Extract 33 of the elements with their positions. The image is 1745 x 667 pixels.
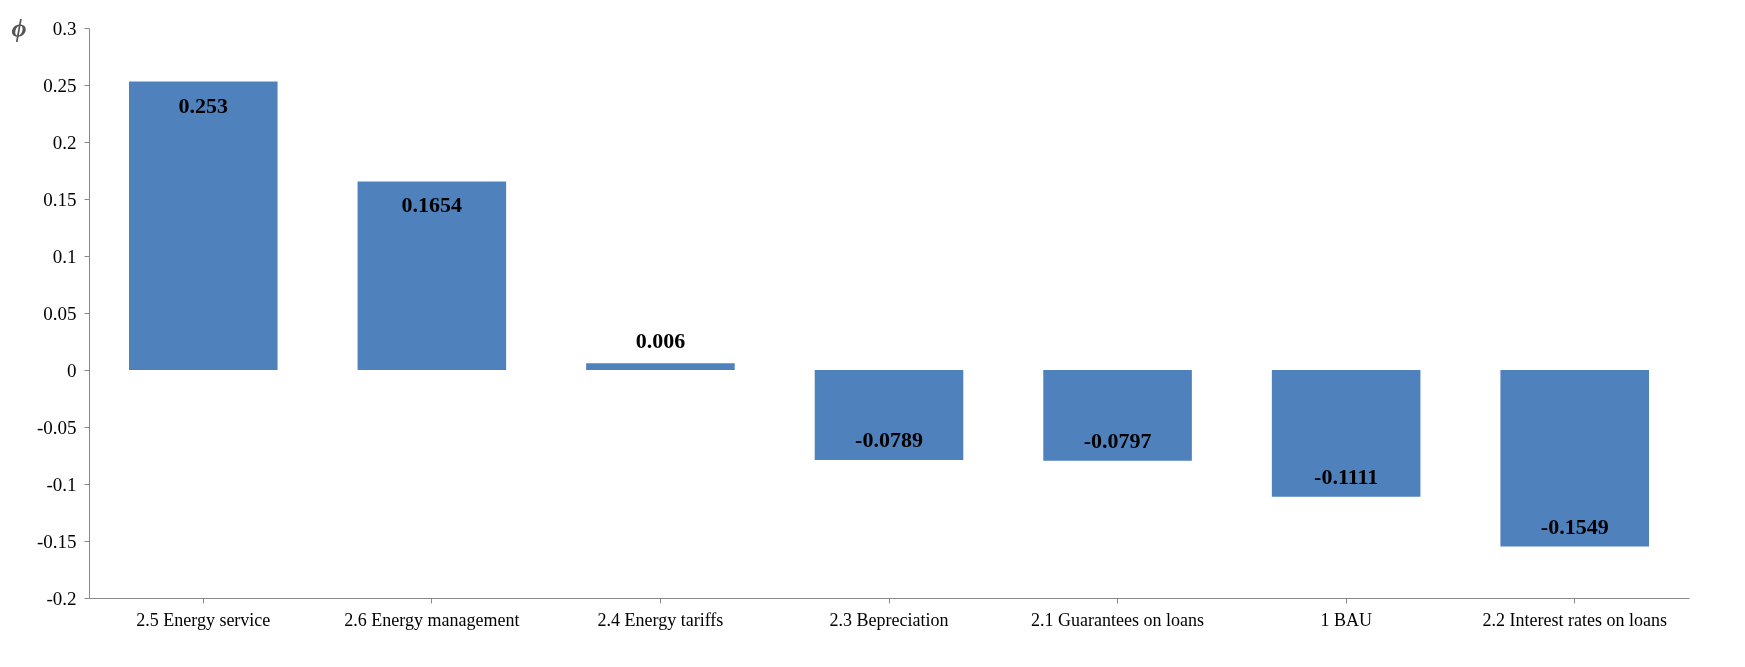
y-tick-label: 0.2 xyxy=(52,131,77,153)
data-label: 0.1654 xyxy=(401,192,463,218)
y-tick-label: -0.1 xyxy=(46,473,77,495)
x-tick-label: 2.4 Energy tariffs xyxy=(597,609,724,630)
data-label: -0.0789 xyxy=(855,426,923,452)
data-label: 0.006 xyxy=(635,328,686,354)
y-tick-label: 0.25 xyxy=(43,74,77,96)
x-tick-label: 1 BAU xyxy=(1320,609,1372,630)
bar xyxy=(586,363,735,370)
x-tick-label: 2.2 Interest rates on loans xyxy=(1482,609,1667,630)
y-tick-label: 0.1 xyxy=(52,245,77,267)
bar xyxy=(357,181,507,370)
data-label: -0.1111 xyxy=(1314,463,1379,489)
y-axis-title: ϕ xyxy=(11,13,27,43)
y-tick-label: 0.05 xyxy=(43,302,77,324)
x-tick-label: 2.6 Energy management xyxy=(344,609,520,630)
y-tick-label: -0.15 xyxy=(36,530,77,552)
bar xyxy=(1271,370,1421,497)
x-tick-label: 2.3 Bepreciation xyxy=(829,609,949,630)
bar xyxy=(1043,370,1192,461)
x-tick-label: 2.1 Guarantees on loans xyxy=(1031,609,1205,630)
y-tick-label: 0.15 xyxy=(43,188,77,210)
y-tick-label: 0 xyxy=(67,359,77,381)
y-tick-label: -0.05 xyxy=(36,416,77,438)
data-label: 0.253 xyxy=(178,92,229,118)
data-label: -0.1549 xyxy=(1540,513,1609,539)
x-tick-label: 2.5 Energy service xyxy=(136,609,271,630)
data-label: -0.0797 xyxy=(1083,427,1152,453)
bar xyxy=(814,370,964,460)
bar xyxy=(129,81,278,370)
y-tick-label: -0.2 xyxy=(46,587,77,609)
bar xyxy=(1500,370,1649,547)
y-tick-label: 0.3 xyxy=(52,17,77,39)
